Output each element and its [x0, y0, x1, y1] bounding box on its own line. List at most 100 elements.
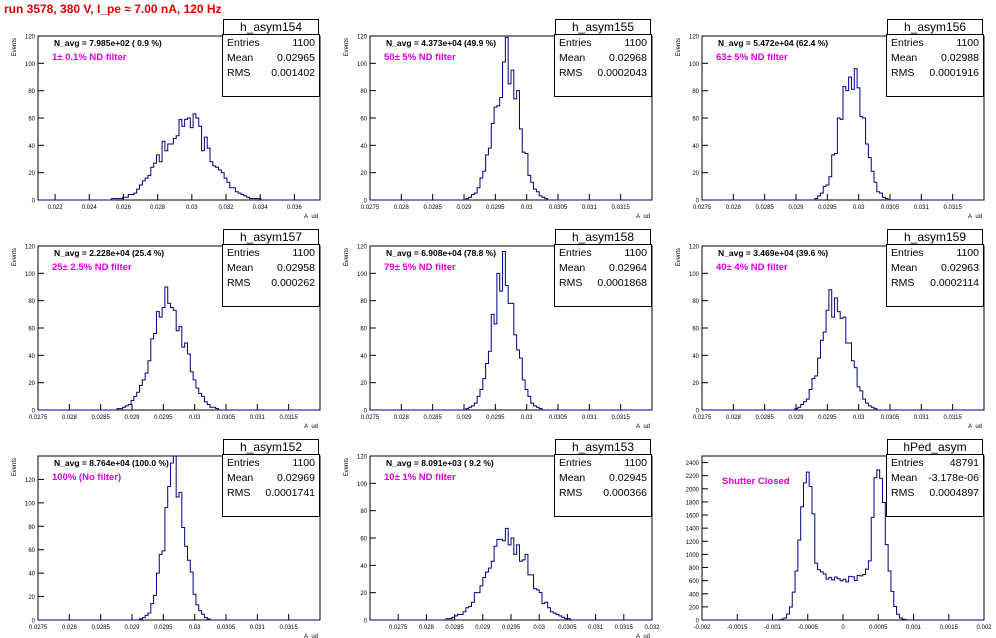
- stats-key: Entries: [227, 247, 260, 259]
- stats-key: RMS: [891, 67, 915, 79]
- filter-label: 79± 5% ND filter: [384, 262, 456, 273]
- x-tick-label: 0.028: [150, 205, 166, 211]
- x-tick-label: 0.0275: [361, 415, 380, 421]
- x-tick-label: 0.031: [582, 205, 598, 211]
- histogram-plot: 0 20 40 60 80 100 120 0.0275 0.028 0.0285 0.029 0.0…: [12, 245, 321, 428]
- stats-row-entries: Entries 1100: [227, 246, 315, 260]
- x-tick-label: -0.001: [764, 625, 782, 631]
- stats-key: Mean: [891, 472, 918, 484]
- y-tick-label: 60: [28, 327, 35, 333]
- stats-row-mean: Mean 0.02965: [227, 51, 315, 65]
- x-tick-label: 0.03: [521, 205, 533, 211]
- y-tick-label: 40: [28, 354, 35, 360]
- y-tick-label: 120: [689, 245, 700, 251]
- x-tick-label: 0.0305: [549, 415, 568, 421]
- x-tick-label: 0.032: [218, 205, 234, 211]
- x-tick-label: 0.0015: [940, 625, 959, 631]
- y-tick-label: 80: [28, 299, 35, 305]
- stats-key: Entries: [559, 247, 592, 259]
- mean-value: -3.178e-06: [928, 472, 979, 484]
- histogram-name: hPed_asym: [887, 439, 983, 455]
- y-tick-label: 80: [692, 299, 699, 305]
- x-tick-label: 0.028: [62, 625, 78, 631]
- stats-box: h_asym156 Entries 1100 Mean 0.02988 RMS 0.0001…: [886, 19, 984, 97]
- y-tick-label: 120: [357, 245, 368, 251]
- histogram-line: [38, 286, 320, 411]
- y-axis-label: Events: [12, 38, 18, 56]
- y-tick-label: 20: [28, 171, 35, 177]
- x-tick-label: 0.0315: [943, 415, 962, 421]
- rms-value: 0.0001916: [929, 67, 979, 79]
- y-tick-label: 0: [696, 199, 700, 205]
- x-axis-label: A_ud: [636, 424, 650, 428]
- x-tick-label: 0.0275: [29, 625, 48, 631]
- stats-row-rms: RMS 0.0002043: [559, 66, 647, 80]
- stats-row-mean: Mean 0.02958: [227, 261, 315, 275]
- filter-label: 10± 1% ND filter: [384, 472, 456, 483]
- x-tick-label: 0.0305: [881, 205, 900, 211]
- x-tick-label: 0.03: [853, 205, 865, 211]
- histogram-panel-h_asym158: 0 20 40 60 80 100 120 0.0275 0.028 0.0285 0.029 0.0…: [332, 228, 662, 428]
- y-axis-label: Events: [12, 458, 18, 476]
- x-tick-label: 0.029: [124, 415, 140, 421]
- x-tick-label: 0.0285: [91, 415, 110, 421]
- histogram-line: [702, 469, 984, 621]
- y-tick-label: 0: [364, 199, 368, 205]
- mean-value: 0.02965: [277, 52, 315, 64]
- x-tick-label: 0.0295: [154, 625, 173, 631]
- histogram-name: h_asym156: [887, 19, 983, 35]
- y-tick-label: 100: [25, 501, 36, 507]
- filter-label: 50± 5% ND filter: [384, 52, 456, 63]
- filter-label: 40± 4% ND filter: [716, 262, 788, 273]
- mean-value: 0.02964: [609, 262, 647, 274]
- mean-value: 0.02968: [609, 52, 647, 64]
- stats-key: Entries: [891, 457, 924, 469]
- plot-frame: [37, 455, 321, 621]
- stats-row-entries: Entries 1100: [891, 36, 979, 50]
- stats-row-mean: Mean 0.02968: [559, 51, 647, 65]
- histogram-panel-h_asym153: 0 20 40 60 80 100 120 0.0275 0.028 0.0285 0.029 0.0…: [332, 438, 662, 638]
- y-tick-label: 60: [692, 117, 699, 123]
- mean-value: 0.02963: [941, 262, 979, 274]
- y-tick-label: 0: [32, 199, 36, 205]
- x-tick-label: 0.029: [788, 415, 804, 421]
- entries-value: 1100: [956, 37, 979, 49]
- y-tick-label: 1800: [686, 500, 700, 506]
- x-tick-label: 0.0305: [217, 415, 236, 421]
- y-tick-label: 100: [357, 482, 368, 488]
- stats-key: Mean: [891, 52, 918, 64]
- x-tick-label: 0.029: [456, 205, 472, 211]
- entries-value: 1100: [956, 247, 979, 259]
- stats-key: RMS: [227, 67, 251, 79]
- x-tick-label: 0.031: [250, 415, 266, 421]
- x-tick-label: 0.0295: [818, 205, 837, 211]
- x-tick-label: 0.0275: [389, 625, 408, 631]
- y-tick-label: 120: [357, 455, 368, 461]
- y-tick-label: 100: [25, 272, 36, 278]
- x-tick-label: 0.0285: [445, 625, 464, 631]
- x-tick-label: 0.0305: [217, 625, 236, 631]
- stats-key: Mean: [227, 52, 254, 64]
- stats-box: h_asym153 Entries 1100 Mean 0.02945 RMS 0.0003…: [554, 439, 652, 517]
- x-tick-label: 0.03: [533, 625, 545, 631]
- entries-value: 1100: [624, 37, 647, 49]
- y-tick-label: 1400: [686, 527, 700, 533]
- stats-row-rms: RMS 0.0001741: [227, 486, 315, 500]
- stats-row-entries: Entries 1100: [559, 246, 647, 260]
- x-tick-label: 0.03: [853, 415, 865, 421]
- y-tick-label: 80: [360, 299, 367, 305]
- x-tick-label: 0.0315: [615, 625, 634, 631]
- histogram-panel-h_asym156: 0 20 40 60 80 100 120 0.0275 0.028 0.0285 0.029 0.0…: [664, 18, 994, 218]
- stats-box: h_asym158 Entries 1100 Mean 0.02964 RMS 0.0001…: [554, 229, 652, 307]
- n-avg-label: N_avg = 6.908e+04 (78.8 %): [386, 248, 497, 258]
- histogram-name: h_asym152: [223, 439, 319, 455]
- x-axis-label: A_ud: [968, 214, 982, 218]
- stats-row-mean: Mean -3.178e-06: [891, 471, 979, 485]
- y-tick-label: 20: [28, 595, 35, 601]
- stats-key: Mean: [559, 52, 586, 64]
- y-tick-label: 20: [692, 171, 699, 177]
- y-tick-label: 100: [25, 62, 36, 68]
- x-tick-label: 0.0305: [558, 625, 577, 631]
- stats-row-entries: Entries 1100: [891, 246, 979, 260]
- histogram-panel-hPed_asym: 0 200 400 600 800 1000 1200 1400 1600 1800 2000 220…: [664, 438, 994, 638]
